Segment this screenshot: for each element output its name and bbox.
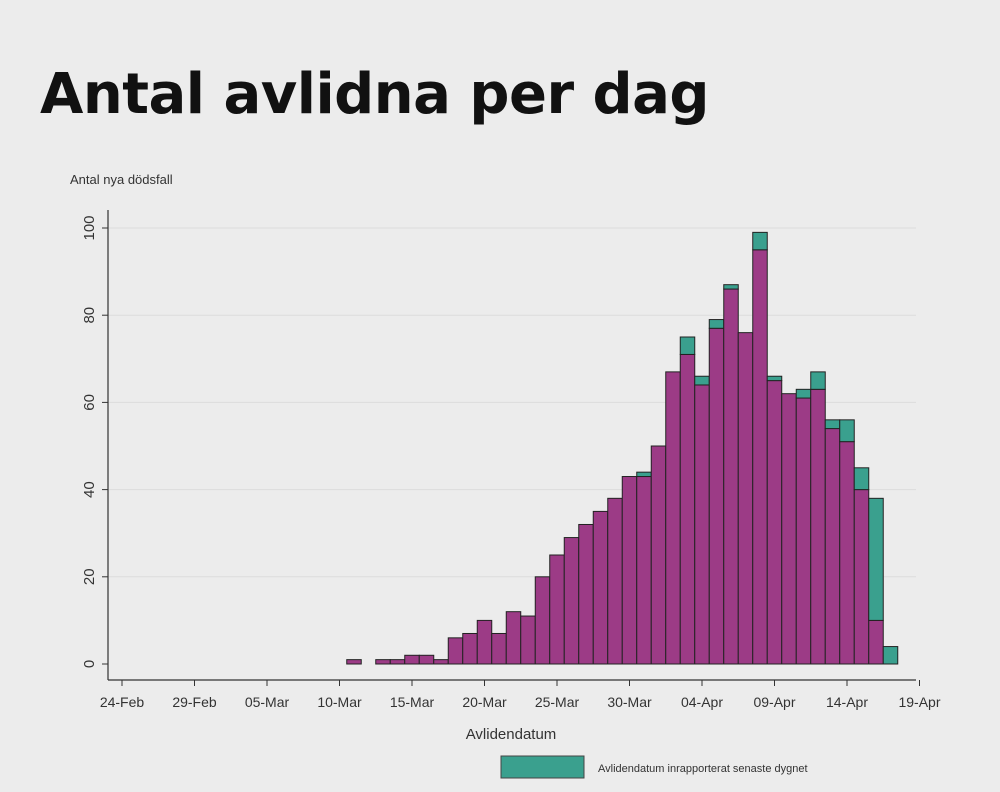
y-axis-title: Antal nya dödsfall [70, 172, 173, 187]
bar-base [781, 393, 797, 665]
bar-base [549, 554, 565, 665]
bar-base [447, 637, 464, 665]
legend-swatch [500, 755, 585, 779]
y-tick-label: 20 [81, 568, 98, 585]
bar-base [607, 497, 623, 665]
y-tick-label: 0 [81, 660, 98, 668]
axes [107, 210, 916, 681]
bar-base [491, 632, 507, 665]
bar-base [404, 654, 420, 665]
bar-new [723, 284, 739, 290]
y-tick-label: 80 [81, 307, 98, 324]
bar-base [824, 428, 841, 665]
bar-base [563, 537, 580, 665]
bar-new [839, 419, 855, 443]
x-tick-label: 15-Mar [390, 694, 435, 710]
bar-base [766, 380, 783, 665]
bar-base [752, 249, 768, 665]
bars [346, 231, 899, 665]
bar-new [868, 497, 884, 621]
x-tick-label: 09-Apr [753, 694, 795, 710]
x-tick-label: 05-Mar [245, 694, 290, 710]
x-tick-label: 25-Mar [535, 694, 580, 710]
x-tick-label: 20-Mar [462, 694, 507, 710]
y-tick-label: 40 [81, 481, 98, 498]
bar-new [694, 375, 710, 386]
bar-base [737, 332, 754, 665]
bar-base [505, 611, 522, 665]
bar-base [868, 619, 884, 665]
page-title: Antal avlidna per dag [40, 62, 710, 127]
bar-base [621, 476, 638, 665]
x-tick-label: 04-Apr [681, 694, 723, 710]
bar-base [592, 510, 609, 665]
x-axis-title: Avlidendatum [466, 726, 557, 743]
y-tick-label: 100 [81, 215, 98, 240]
bar-base [418, 654, 435, 665]
bar-base [534, 576, 551, 665]
bar-new [853, 467, 870, 491]
bar-new [752, 231, 768, 251]
bar-base [476, 619, 493, 665]
bar-base [650, 445, 667, 665]
bar-base [520, 615, 536, 665]
legend: Avlidendatum inrapporterat senaste dygne… [500, 755, 808, 779]
bar-new [882, 646, 899, 665]
y-tick-label: 60 [81, 394, 98, 411]
bar-new [810, 371, 826, 390]
bar-base [853, 489, 870, 665]
bar-base [839, 441, 855, 665]
bar-base [375, 659, 391, 665]
bar-base [433, 659, 449, 665]
bar-new [795, 388, 812, 399]
x-tick-label: 14-Apr [826, 694, 868, 710]
x-tick-label: 19-Apr [898, 694, 940, 710]
x-tick-label: 10-Mar [317, 694, 362, 710]
bar-base [723, 288, 739, 665]
bar-base [462, 632, 478, 665]
bar-base [810, 388, 826, 665]
bar-new [824, 419, 841, 430]
bar-base [679, 353, 696, 665]
bar-new [679, 336, 696, 355]
x-tick-label: 29-Feb [172, 694, 217, 710]
bar-base [389, 659, 406, 665]
bar-base [694, 384, 710, 665]
bar-base [795, 397, 812, 665]
bar-new [766, 375, 783, 382]
x-tick-label: 24-Feb [100, 694, 145, 710]
ticks: 0 20 40 60 80 100 24-Feb 29-Feb 05-Mar 10-Mar 15-M… [81, 215, 941, 710]
x-tick-label: 30-Mar [607, 694, 652, 710]
bar-base [665, 371, 681, 665]
legend-label: Avlidendatum inrapporterat senaste dygne… [598, 763, 808, 775]
bar-new [708, 319, 725, 329]
bar-base [346, 659, 362, 665]
bar-base [636, 476, 652, 665]
bar-base [708, 327, 725, 665]
bar-new [636, 471, 652, 478]
bar-base [578, 523, 594, 665]
